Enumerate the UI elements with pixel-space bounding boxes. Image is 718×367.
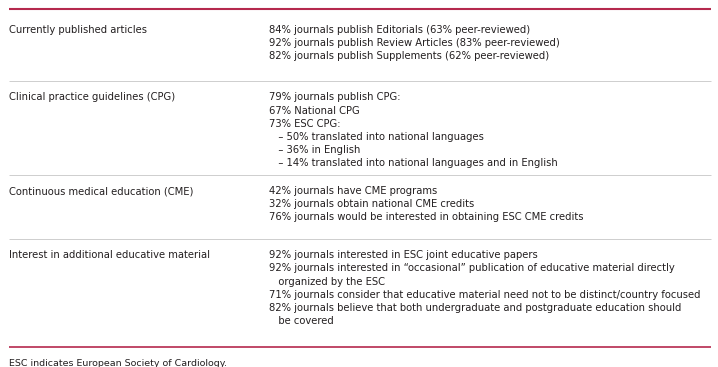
Text: 84% journals publish Editorials (63% peer-reviewed)
92% journals publish Review : 84% journals publish Editorials (63% pee… <box>269 25 560 61</box>
Text: ESC indicates European Society of Cardiology.: ESC indicates European Society of Cardio… <box>9 359 228 367</box>
Text: 42% journals have CME programs
32% journals obtain national CME credits
76% jour: 42% journals have CME programs 32% journ… <box>269 186 584 222</box>
Text: Currently published articles: Currently published articles <box>9 25 147 34</box>
Text: Continuous medical education (CME): Continuous medical education (CME) <box>9 186 194 196</box>
Text: Clinical practice guidelines (CPG): Clinical practice guidelines (CPG) <box>9 92 175 102</box>
Text: Interest in additional educative material: Interest in additional educative materia… <box>9 250 210 260</box>
Text: 79% journals publish CPG:
67% National CPG
73% ESC CPG:
   – 50% translated into: 79% journals publish CPG: 67% National C… <box>269 92 558 168</box>
Text: 92% journals interested in ESC joint educative papers
92% journals interested in: 92% journals interested in ESC joint edu… <box>269 250 701 326</box>
